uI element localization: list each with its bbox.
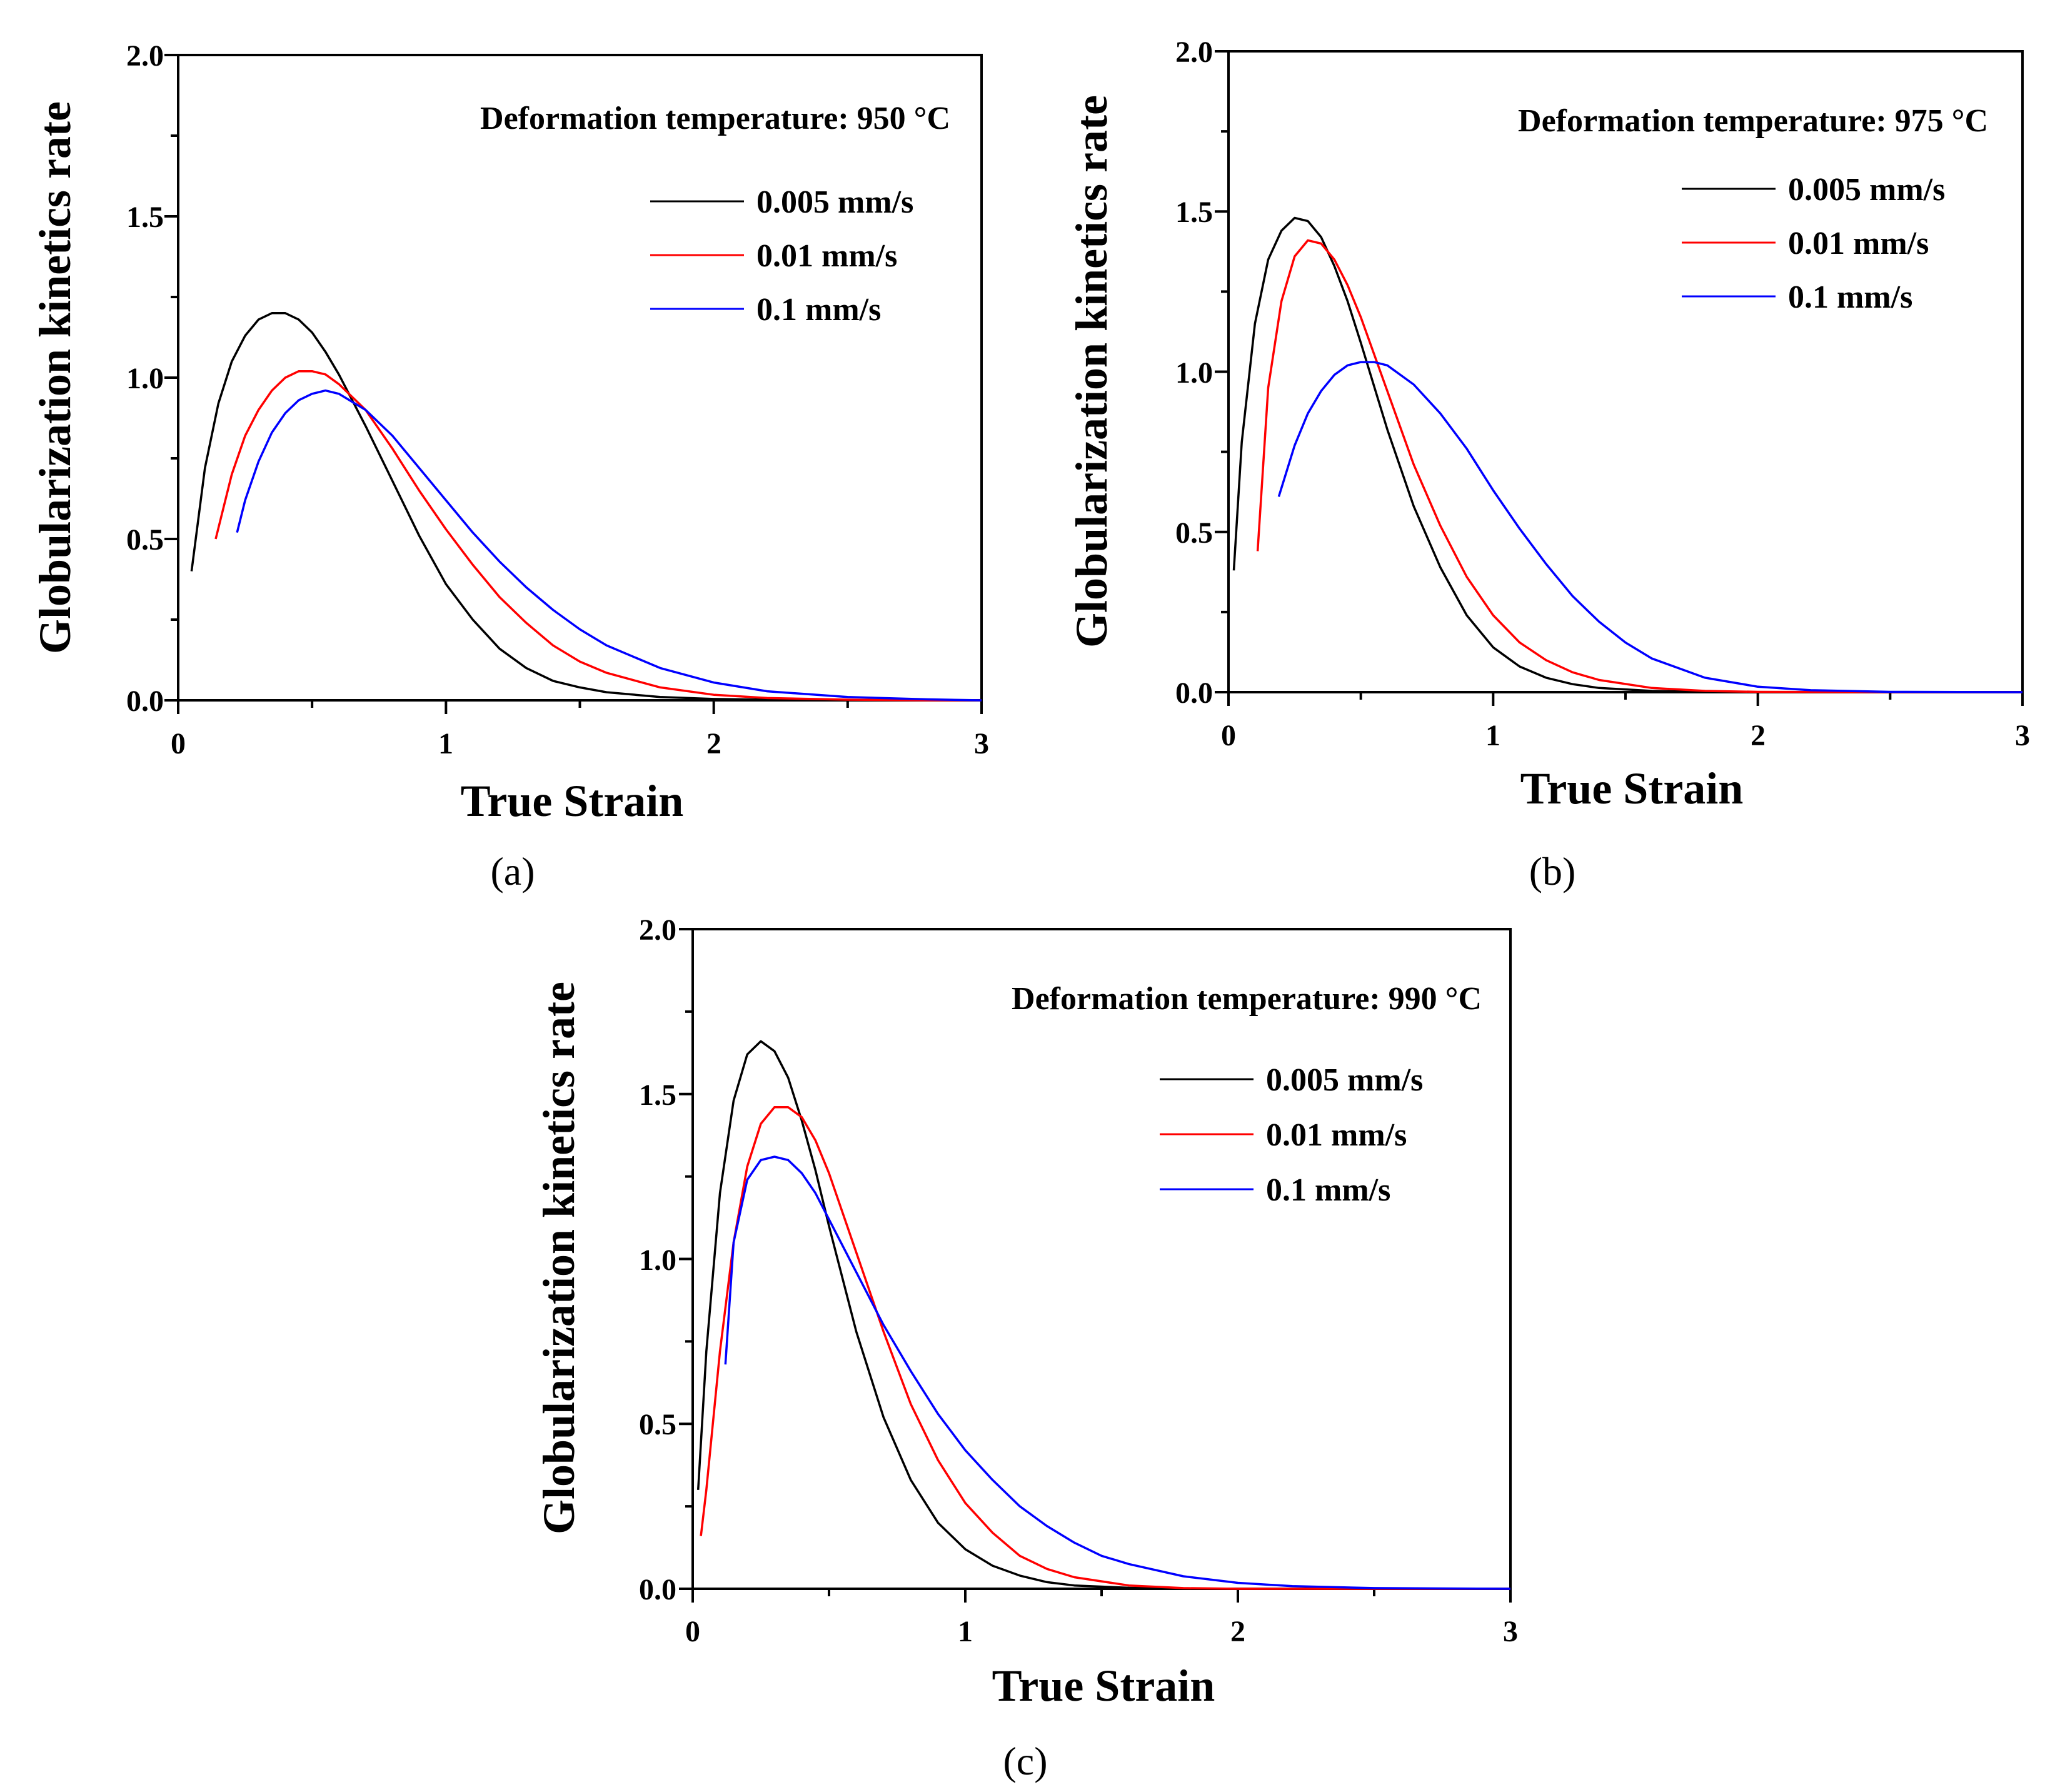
x-tick-label: 0 xyxy=(171,727,186,760)
y-tick-label: 0.5 xyxy=(126,523,164,556)
y-axis-title: Globularization kinetics rate xyxy=(1067,95,1117,648)
series-layer xyxy=(1232,216,2023,693)
legend-label: 0.1 mm/s xyxy=(1788,279,1912,315)
y-tick-label: 0.0 xyxy=(1175,677,1213,710)
legend-label: 0.1 mm/s xyxy=(1266,1172,1390,1208)
y-tick-label: 0.5 xyxy=(639,1408,676,1441)
series-layer xyxy=(696,1040,1511,1590)
plot-frame xyxy=(177,54,983,702)
temperature-annotation: Deformation temperature: 975 °C xyxy=(1518,103,1988,139)
panel-label: (a) xyxy=(490,849,535,893)
x-tick-label: 3 xyxy=(2015,719,2030,752)
series-line-1 xyxy=(1256,239,2022,693)
series-line-0 xyxy=(1232,216,2022,693)
temperature-annotation: Deformation temperature: 990 °C xyxy=(1012,981,1482,1017)
y-tick-label: 2.0 xyxy=(126,39,164,73)
x-tick-label: 1 xyxy=(958,1615,973,1648)
x-axis-title: True Strain xyxy=(992,1661,1215,1711)
chart-panel-c: 0.0 0.5 1.0 1.5 2.0 0 1 2 3 True Strain … xyxy=(534,914,1518,1783)
axis-ticks xyxy=(1215,50,2024,706)
x-tick-label: 0 xyxy=(1221,719,1236,752)
y-tick-label: 0.5 xyxy=(1175,516,1213,550)
plot-frame xyxy=(1227,50,2024,693)
y-axis-title: Globularization kinetics rate xyxy=(534,982,584,1534)
legend-label: 0.005 mm/s xyxy=(756,184,913,220)
legend-label: 0.005 mm/s xyxy=(1266,1062,1423,1098)
legend-label: 0.005 mm/s xyxy=(1788,172,1945,208)
series-line-0 xyxy=(190,312,982,702)
y-tick-label: 0.0 xyxy=(126,685,164,718)
series-layer xyxy=(190,312,982,702)
series-line-1 xyxy=(214,370,982,702)
x-tick-label: 1 xyxy=(438,727,453,760)
legend-label: 0.01 mm/s xyxy=(1788,226,1929,261)
series-line-0 xyxy=(696,1040,1510,1590)
x-tick-label: 3 xyxy=(1503,1615,1518,1648)
panel-label: (c) xyxy=(1003,1739,1047,1783)
x-tick-label: 1 xyxy=(1485,719,1500,752)
y-tick-label: 1.5 xyxy=(639,1079,676,1112)
axis-ticks xyxy=(679,928,1512,1603)
x-tick-label: 0 xyxy=(685,1615,700,1648)
panel-label: (b) xyxy=(1529,849,1576,893)
y-tick-label: 1.5 xyxy=(126,201,164,234)
chart-panel-a: 0.0 0.5 1.0 1.5 2.0 0 1 2 3 True Strain … xyxy=(30,39,989,893)
temperature-annotation: Deformation temperature: 950 °C xyxy=(480,101,950,136)
y-tick-label: 2.0 xyxy=(639,914,676,947)
x-tick-label: 3 xyxy=(974,727,989,760)
x-tick-label: 2 xyxy=(1751,719,1766,752)
y-tick-label: 0.0 xyxy=(639,1573,676,1606)
series-line-1 xyxy=(700,1106,1510,1590)
axis-ticks xyxy=(164,54,983,714)
y-axis-title: Globularization kinetics rate xyxy=(30,101,80,654)
y-tick-label: 1.5 xyxy=(1175,196,1213,229)
y-tick-label: 1.0 xyxy=(1175,356,1213,390)
x-axis-title: True Strain xyxy=(1520,763,1744,813)
series-line-2 xyxy=(724,1155,1511,1590)
y-tick-label: 2.0 xyxy=(1175,36,1213,69)
x-tick-label: 2 xyxy=(706,727,721,760)
y-tick-label: 1.0 xyxy=(126,362,164,395)
series-line-2 xyxy=(236,389,982,702)
plot-frame xyxy=(691,928,1512,1590)
chart-panel-b: 0.0 0.5 1.0 1.5 2.0 0 1 2 3 True Strain … xyxy=(1067,36,2030,893)
x-tick-label: 2 xyxy=(1230,1615,1245,1648)
x-axis-title: True Strain xyxy=(461,776,684,826)
legend-label: 0.01 mm/s xyxy=(1266,1117,1407,1153)
series-line-2 xyxy=(1277,361,2023,693)
legend-label: 0.1 mm/s xyxy=(756,292,881,328)
legend-label: 0.01 mm/s xyxy=(756,238,897,274)
y-tick-label: 1.0 xyxy=(639,1244,676,1277)
